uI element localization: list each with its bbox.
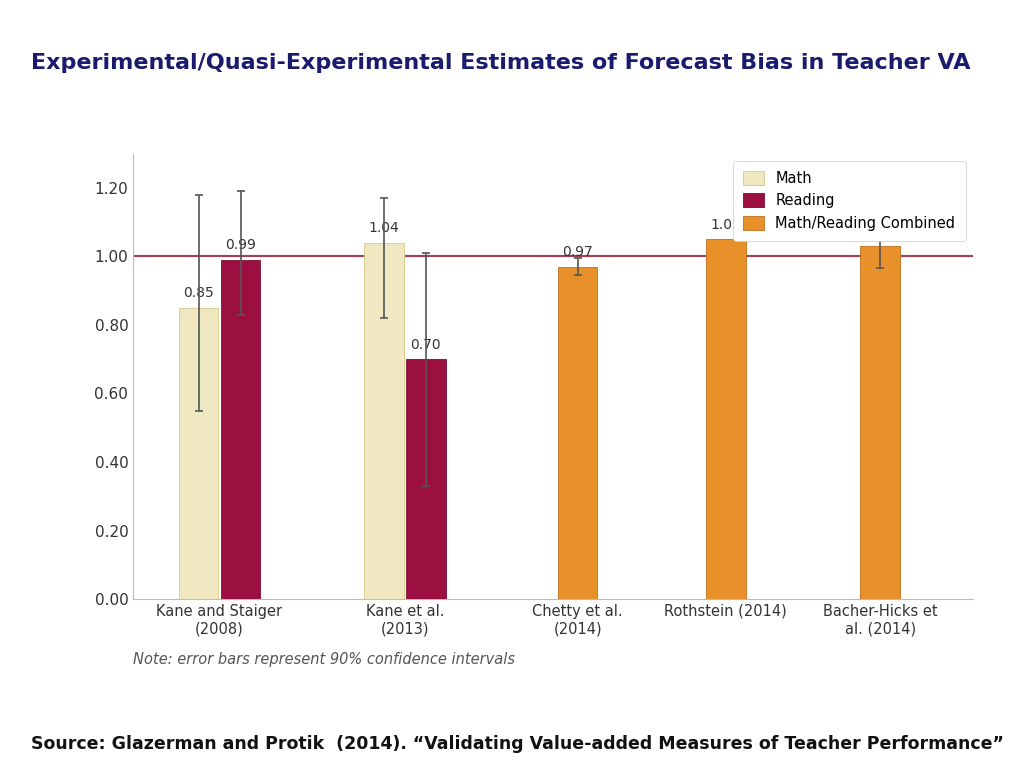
Bar: [406, 359, 445, 599]
Text: Note: error bars represent 90% confidence intervals: Note: error bars represent 90% confidenc…: [133, 652, 515, 667]
Bar: [707, 240, 745, 599]
Text: 1.04: 1.04: [369, 221, 399, 235]
Text: 1.03: 1.03: [865, 224, 896, 239]
Text: 0.85: 0.85: [183, 286, 214, 300]
Text: 0.70: 0.70: [411, 338, 441, 352]
Bar: [365, 243, 403, 599]
Legend: Math, Reading, Math/Reading Combined: Math, Reading, Math/Reading Combined: [733, 161, 966, 241]
Text: 0.97: 0.97: [562, 245, 593, 259]
Bar: [179, 308, 218, 599]
Bar: [860, 246, 900, 599]
Text: 1.05: 1.05: [711, 217, 741, 232]
Text: Source: Glazerman and Protik  (2014). “Validating Value-added Measures of Teache: Source: Glazerman and Protik (2014). “Va…: [31, 735, 1004, 753]
Bar: [221, 260, 260, 599]
Text: 0.99: 0.99: [225, 238, 256, 252]
Bar: [558, 266, 597, 599]
Text: Experimental/Quasi-Experimental Estimates of Forecast Bias in Teacher VA: Experimental/Quasi-Experimental Estimate…: [31, 53, 970, 73]
